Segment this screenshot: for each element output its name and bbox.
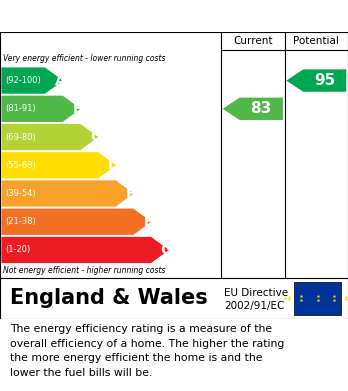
Text: G: G <box>161 243 172 257</box>
Text: The energy efficiency rating is a measure of the
overall efficiency of a home. T: The energy efficiency rating is a measur… <box>10 325 285 378</box>
Polygon shape <box>1 180 134 207</box>
Text: (55-68): (55-68) <box>6 161 36 170</box>
Polygon shape <box>1 237 169 263</box>
Polygon shape <box>1 152 116 178</box>
Text: 2002/91/EC: 2002/91/EC <box>224 301 285 310</box>
Text: F: F <box>144 215 153 229</box>
Text: A: A <box>55 74 66 88</box>
Text: England & Wales: England & Wales <box>10 288 208 308</box>
Text: (21-38): (21-38) <box>6 217 36 226</box>
Text: (69-80): (69-80) <box>6 133 36 142</box>
Text: 83: 83 <box>251 101 272 116</box>
Text: Very energy efficient - lower running costs: Very energy efficient - lower running co… <box>3 54 166 63</box>
Text: EU Directive: EU Directive <box>224 288 288 298</box>
Text: E: E <box>126 187 136 201</box>
Text: Current: Current <box>233 36 272 46</box>
Text: B: B <box>73 102 83 116</box>
Polygon shape <box>223 98 283 120</box>
Polygon shape <box>1 124 98 150</box>
Polygon shape <box>286 69 346 92</box>
Text: Not energy efficient - higher running costs: Not energy efficient - higher running co… <box>3 266 166 275</box>
Text: C: C <box>90 130 101 144</box>
Text: Potential: Potential <box>293 36 339 46</box>
Polygon shape <box>1 209 151 235</box>
Text: (1-20): (1-20) <box>6 246 31 255</box>
Polygon shape <box>1 67 63 94</box>
Text: (92-100): (92-100) <box>6 76 41 85</box>
Text: D: D <box>108 158 119 172</box>
Text: Energy Efficiency Rating: Energy Efficiency Rating <box>10 7 258 25</box>
Text: (39-54): (39-54) <box>6 189 36 198</box>
FancyBboxPatch shape <box>294 282 341 314</box>
Polygon shape <box>1 96 81 122</box>
Text: 95: 95 <box>314 73 335 88</box>
Text: (81-91): (81-91) <box>6 104 36 113</box>
